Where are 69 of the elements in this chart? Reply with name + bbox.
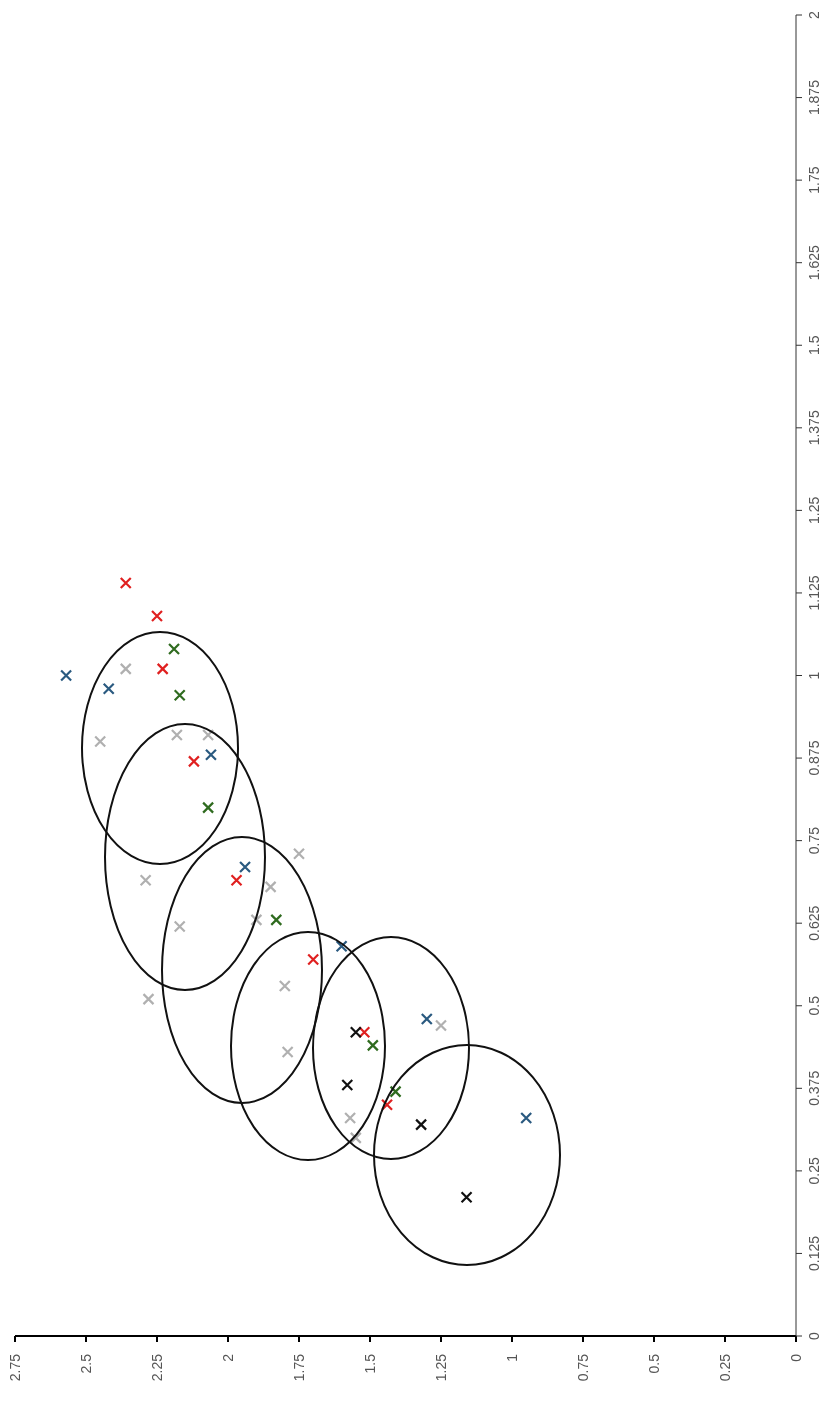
y-tick-label: 0.25 [806,1157,822,1185]
x-tick-label: 1 [504,1353,520,1362]
point [264,880,277,893]
point [238,860,252,874]
y-tick-label: 1.125 [806,575,822,611]
y-tick-label: 0.125 [806,1235,822,1271]
point [204,748,218,761]
y-tick-label: 1.5 [806,335,822,355]
x-tick-label: 0.75 [575,1353,591,1382]
point [349,1131,362,1144]
x-tick-label: 0 [788,1353,804,1362]
point [341,1078,354,1092]
point [281,1045,294,1059]
y-tick-label: 0 [806,1331,822,1340]
point [187,755,201,768]
y-tick-label: 1 [806,671,822,680]
x-tick-label: 1.75 [291,1353,307,1382]
point [415,1118,428,1131]
point [420,1012,433,1026]
point [170,728,183,742]
y-tick-label: 1.625 [806,244,822,281]
y-tick-label: 0.625 [806,905,822,941]
x-tick-label: 1.25 [433,1353,449,1382]
y-tick-label: 2 [806,10,822,19]
point [270,913,283,926]
point [94,735,107,748]
point [173,689,186,702]
point [520,1111,533,1125]
point [119,662,132,675]
x-tick-label: 0.5 [646,1353,662,1374]
point [167,642,181,656]
point [202,728,215,742]
y-tick-label: 1.875 [806,79,822,116]
y-tick-label: 0.375 [806,1070,822,1106]
point [434,1019,448,1032]
x-tick-label: 0.25 [717,1353,733,1382]
point [156,662,169,675]
point [202,801,215,814]
point [278,979,291,993]
point [307,953,320,966]
y-tick-label: 0.75 [806,826,822,855]
y-tick-label: 1.375 [806,410,822,446]
y-tick-label: 0.5 [806,995,822,1016]
x-tick-label: 2.5 [78,1353,94,1374]
point [60,669,73,682]
point [139,874,152,887]
x-tick-label: 2.25 [149,1353,165,1382]
point [230,874,243,887]
point [250,913,263,926]
point [380,1098,394,1111]
point [102,682,115,695]
point [119,576,132,590]
point [366,1039,379,1052]
y-tick-label: 1.75 [806,166,822,194]
point [142,993,155,1006]
y-tick-label: 0.875 [806,740,822,776]
point [344,1111,357,1125]
point [389,1085,402,1098]
point [150,609,164,623]
point [358,1026,371,1039]
x-tick-label: 2 [220,1353,236,1362]
point [349,1026,362,1039]
x-tick-label: 2.75 [7,1353,23,1382]
point [460,1191,473,1204]
point [335,940,348,953]
x-tick-label: 1.5 [362,1353,378,1374]
y-tick-label: 1.25 [806,496,822,524]
point [173,920,186,933]
point [292,847,306,860]
